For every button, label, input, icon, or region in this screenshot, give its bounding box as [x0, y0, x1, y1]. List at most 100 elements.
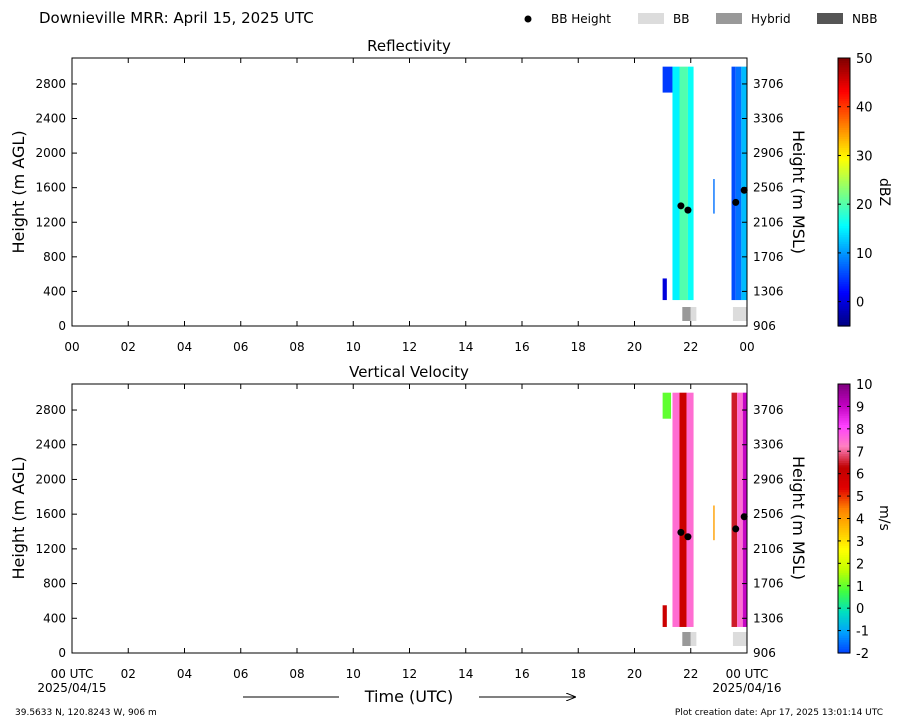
- colorbar-segment: [838, 487, 850, 490]
- colorbar-segment: [838, 158, 850, 162]
- colorbar-segment: [838, 630, 850, 634]
- colorbar-segment: [838, 388, 850, 392]
- x-tick-label: 10: [346, 667, 361, 681]
- colorbar-segment: [838, 466, 850, 470]
- colorbar-segment: [838, 133, 850, 137]
- colorbar-segment: [838, 285, 850, 289]
- colorbar-segment: [838, 592, 850, 596]
- legend-nbb-swatch: [817, 13, 843, 24]
- colorbar-segment: [838, 482, 850, 486]
- colorbar-segment: [838, 433, 850, 437]
- colorbar-segment: [838, 227, 850, 231]
- colorbar-segment: [838, 460, 850, 464]
- y-tick-label: 1600: [35, 181, 66, 195]
- colorbar-segment: [838, 457, 850, 461]
- colorbar-segment: [838, 131, 850, 135]
- x-tick-label: 08: [289, 340, 304, 354]
- y-tick-label: 0: [58, 646, 66, 660]
- colorbar-segment: [838, 395, 850, 399]
- x-tick-label: 02: [121, 667, 136, 681]
- legend-hybrid-swatch: [716, 13, 742, 24]
- colorbar-segment: [838, 299, 850, 303]
- colorbar-segment: [838, 451, 850, 455]
- colorbar-segment: [838, 386, 850, 390]
- colorbar-segment: [838, 509, 850, 513]
- colorbar-segment: [838, 200, 850, 204]
- y-tick-label-right: 3706: [753, 77, 784, 91]
- legend-hybrid-label: Hybrid: [751, 12, 791, 26]
- colorbar-tick-label: 6: [856, 468, 864, 483]
- colorbar-segment: [838, 129, 850, 133]
- x-tick-label: 22: [683, 340, 698, 354]
- colorbar-segment: [838, 617, 850, 620]
- y-axis-left: 0 400 800 1200 1600 2000 2400 2800: [35, 77, 747, 333]
- colorbar-segment: [838, 437, 850, 441]
- colorbar-segment: [838, 397, 850, 401]
- colorbar-segment: [838, 491, 850, 495]
- colorbar-segment: [838, 415, 850, 419]
- colorbar-segment: [838, 218, 850, 222]
- colorbar-segment: [838, 628, 850, 632]
- colorbar-segment: [838, 496, 850, 499]
- legend-bb-height-label: BB Height: [551, 12, 611, 26]
- colorbar-segment: [838, 279, 850, 282]
- data-block: [713, 505, 715, 541]
- y-tick-label: 2800: [35, 77, 66, 91]
- colorbar-segment: [838, 570, 850, 573]
- colorbar-segment: [838, 183, 850, 186]
- colorbar-segment: [838, 518, 850, 522]
- colorbar-segment: [838, 185, 850, 189]
- colorbar-segment: [838, 319, 850, 323]
- colorbar-segment: [838, 247, 850, 251]
- colorbar-segment: [838, 252, 850, 256]
- x-tick-label: 02: [121, 340, 136, 354]
- colorbar-segment: [838, 480, 850, 484]
- colorbar-segment: [838, 384, 850, 387]
- bb-height-point: [684, 206, 692, 214]
- colorbar-segment: [838, 538, 850, 542]
- colorbar-segment: [838, 489, 850, 493]
- colorbar-segment: [838, 196, 850, 200]
- colorbar-tick-label: 20: [856, 198, 873, 213]
- colorbar-segment: [838, 619, 850, 623]
- data-block: [662, 392, 672, 419]
- colorbar-segment: [838, 250, 850, 253]
- colorbar-segment: [838, 296, 850, 300]
- colorbar-segment: [838, 288, 850, 291]
- colorbar-segment: [838, 147, 850, 151]
- colorbar-tick-label: 2: [856, 557, 864, 572]
- colorbar-segment: [838, 261, 850, 265]
- colorbar-segment: [838, 125, 850, 128]
- colorbar-tick-label: 0: [856, 602, 864, 617]
- colorbar-segment: [838, 272, 850, 276]
- colorbar-segment: [838, 73, 850, 77]
- colorbar-segment: [838, 626, 850, 629]
- colorbar-segment: [838, 198, 850, 202]
- colorbar-segment: [838, 120, 850, 124]
- colorbar-segment: [838, 632, 850, 636]
- colorbar-segment: [838, 574, 850, 578]
- colorbar-segment: [838, 576, 850, 580]
- colorbar-segment: [838, 601, 850, 605]
- bb-height-point: [740, 186, 748, 194]
- colorbar-segment: [838, 596, 850, 600]
- colorbar-segment: [838, 639, 850, 643]
- colorbar-segment: [838, 583, 850, 587]
- colorbar-segment: [838, 648, 850, 652]
- colorbar-segment: [838, 484, 850, 488]
- colorbar-segment: [838, 527, 850, 531]
- y-tick-label-right: 1706: [753, 577, 784, 591]
- colorbar-segment: [838, 116, 850, 119]
- y-tick-label: 2400: [35, 112, 66, 126]
- bb-height-point: [684, 533, 692, 541]
- colorbar-segment: [838, 599, 850, 603]
- colorbar-segment: [838, 104, 850, 108]
- colorbar-segment: [838, 176, 850, 180]
- colorbar-segment: [838, 236, 850, 240]
- colorbar-segment: [838, 140, 850, 144]
- colorbar-segment: [838, 444, 850, 448]
- y-tick-label-right: 3306: [753, 112, 784, 126]
- colorbar-segment: [838, 500, 850, 504]
- colorbar-segment: [838, 646, 850, 650]
- colorbar-segment: [838, 410, 850, 414]
